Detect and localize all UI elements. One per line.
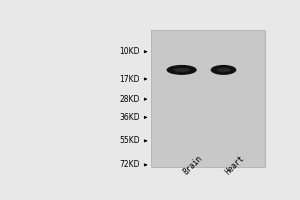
Text: 28KD: 28KD	[119, 95, 140, 104]
Text: 17KD: 17KD	[119, 75, 140, 84]
Text: 55KD: 55KD	[119, 136, 140, 145]
Ellipse shape	[211, 65, 236, 75]
Bar	[152, 30, 266, 167]
Text: Brain: Brain	[182, 154, 204, 176]
Ellipse shape	[167, 65, 197, 75]
Text: 36KD: 36KD	[119, 113, 140, 122]
Text: Heart: Heart	[224, 154, 246, 176]
Ellipse shape	[173, 68, 190, 72]
Text: 10KD: 10KD	[119, 47, 140, 56]
Ellipse shape	[216, 68, 231, 72]
Text: 72KD: 72KD	[119, 160, 140, 169]
